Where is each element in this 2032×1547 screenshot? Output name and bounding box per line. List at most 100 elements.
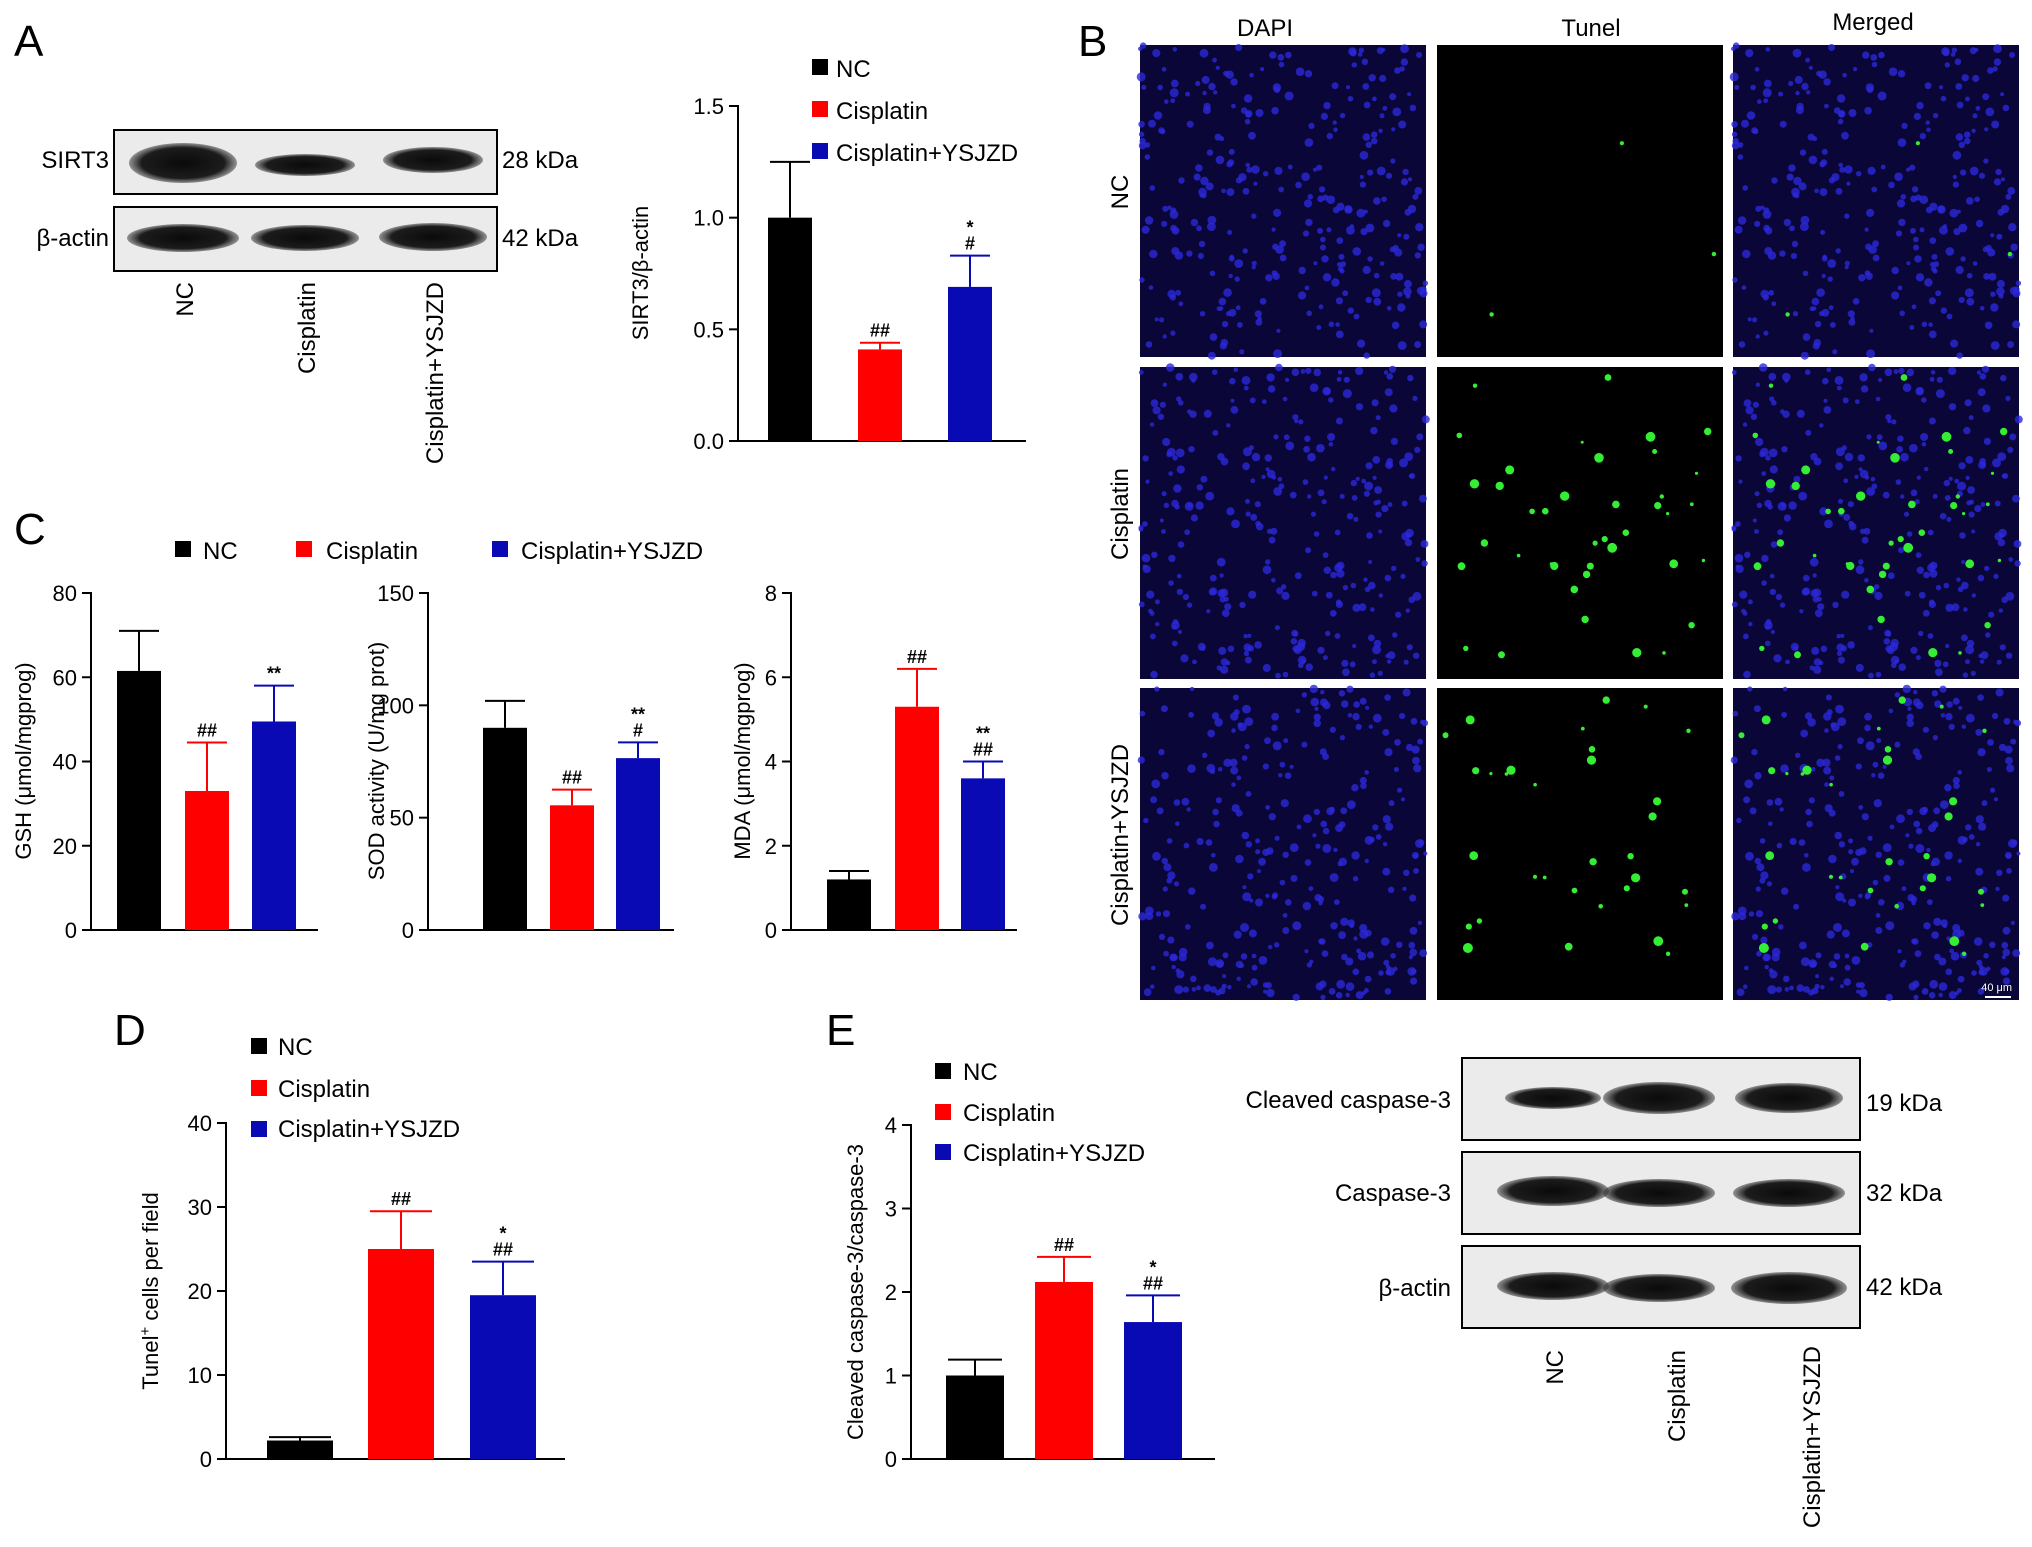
nucleus-dot bbox=[1893, 369, 1899, 374]
nucleus-dot bbox=[1958, 705, 1963, 710]
nucleus-dot bbox=[1268, 944, 1273, 950]
nucleus-dot bbox=[1280, 799, 1289, 808]
nucleus-dot bbox=[1417, 920, 1422, 925]
nucleus-dot bbox=[1918, 591, 1926, 599]
nucleus-dot bbox=[1264, 454, 1272, 462]
blot-band bbox=[1603, 1082, 1715, 1114]
tunel-dot bbox=[1631, 873, 1641, 883]
tunel-dot bbox=[1915, 141, 1920, 146]
legend-e-nc-swatch bbox=[935, 1063, 951, 1079]
nucleus-dot bbox=[1262, 982, 1269, 988]
nucleus-dot bbox=[1239, 349, 1245, 355]
nucleus-dot bbox=[1900, 452, 1909, 462]
nucleus-dot bbox=[1991, 120, 2000, 129]
nucleus-dot bbox=[2008, 557, 2014, 562]
nucleus-dot bbox=[1380, 937, 1390, 946]
nucleus-dot bbox=[1138, 370, 1144, 375]
nucleus-dot bbox=[1898, 663, 1906, 671]
nucleus-dot bbox=[1317, 895, 1325, 903]
nucleus-dot bbox=[1220, 665, 1229, 674]
nucleus-dot bbox=[1242, 462, 1250, 471]
nucleus-dot bbox=[2005, 756, 2013, 765]
nucleus-dot bbox=[1313, 531, 1320, 537]
nucleus-dot bbox=[1732, 710, 1739, 717]
nucleus-dot bbox=[1228, 148, 1235, 155]
nucleus-dot bbox=[1835, 462, 1843, 471]
nucleus-dot bbox=[1196, 484, 1203, 491]
tunel-dot bbox=[1465, 923, 1472, 930]
nucleus-dot bbox=[1162, 382, 1168, 387]
nucleus-dot bbox=[1138, 131, 1145, 137]
nucleus-dot bbox=[1949, 948, 1954, 954]
nucleus-dot bbox=[1384, 388, 1393, 397]
nucleus-dot bbox=[1205, 491, 1215, 501]
nucleus-dot bbox=[1938, 982, 1948, 991]
y-tick-label: 1 bbox=[885, 1364, 897, 1389]
y-tick-label: 0 bbox=[402, 918, 414, 943]
blot-band bbox=[251, 225, 359, 251]
nucleus-dot bbox=[1946, 701, 1953, 708]
nucleus-dot bbox=[1241, 376, 1251, 385]
nucleus-dot bbox=[1941, 47, 1950, 56]
nucleus-dot bbox=[1908, 843, 1914, 849]
nucleus-dot bbox=[1743, 399, 1752, 407]
nucleus-dot bbox=[1295, 67, 1305, 76]
nucleus-dot bbox=[1242, 187, 1250, 195]
nucleus-dot bbox=[1247, 645, 1254, 652]
nucleus-dot bbox=[1163, 502, 1170, 508]
nucleus-dot bbox=[1874, 584, 1880, 590]
blot-e-lane-label: Cisplatin+YSJZD bbox=[1799, 1346, 1826, 1528]
nucleus-dot bbox=[1358, 603, 1367, 612]
nucleus-dot bbox=[1819, 423, 1824, 428]
nucleus-dot bbox=[1218, 646, 1227, 655]
nucleus-dot bbox=[1231, 804, 1240, 813]
nucleus-dot bbox=[1421, 719, 1429, 727]
nucleus-dot bbox=[1168, 554, 1176, 563]
tunel-dot bbox=[1800, 772, 1805, 776]
nucleus-dot bbox=[1834, 755, 1841, 761]
nucleus-dot bbox=[1408, 941, 1416, 949]
nucleus-dot bbox=[1751, 127, 1758, 134]
nucleus-dot bbox=[1144, 906, 1154, 916]
tunel-dot bbox=[1645, 431, 1656, 442]
nucleus-dot bbox=[1274, 942, 1280, 948]
nucleus-dot bbox=[1996, 869, 2003, 876]
legend-a-cisplatin-swatch bbox=[812, 101, 828, 117]
nucleus-dot bbox=[1202, 752, 1208, 758]
nucleus-dot bbox=[1788, 164, 1796, 172]
nucleus-dot bbox=[1400, 44, 1409, 54]
nucleus-dot bbox=[1855, 763, 1862, 770]
nucleus-dot bbox=[2016, 851, 2021, 856]
nucleus-dot bbox=[1340, 807, 1348, 815]
tunel-dot bbox=[1607, 542, 1618, 553]
nucleus-dot bbox=[1317, 227, 1323, 234]
micro-b-column-title: DAPI bbox=[1237, 15, 1293, 42]
blot-a-lane-label: NC bbox=[172, 282, 199, 317]
legend-a-cisplatin-label: Cisplatin bbox=[836, 98, 928, 125]
nucleus-dot bbox=[1364, 929, 1372, 937]
nucleus-dot bbox=[1976, 370, 1982, 375]
nucleus-dot bbox=[1323, 387, 1331, 395]
nucleus-dot bbox=[1871, 61, 1878, 68]
nucleus-dot bbox=[1795, 90, 1800, 96]
nucleus-dot bbox=[1940, 713, 1946, 718]
nucleus-dot bbox=[1899, 310, 1905, 317]
nucleus-dot bbox=[1867, 625, 1873, 631]
nucleus-dot bbox=[1918, 630, 1924, 637]
nucleus-dot bbox=[1950, 339, 1959, 348]
nucleus-dot bbox=[1836, 94, 1846, 103]
nucleus-dot bbox=[1964, 399, 1972, 407]
nucleus-dot bbox=[1957, 858, 1962, 864]
nucleus-dot bbox=[1754, 529, 1759, 534]
nucleus-dot bbox=[1977, 988, 1985, 995]
nucleus-dot bbox=[1861, 813, 1869, 821]
nucleus-dot bbox=[1329, 873, 1339, 882]
nucleus-dot bbox=[1979, 306, 1985, 311]
tunel-dot bbox=[1704, 427, 1712, 436]
nucleus-dot bbox=[1178, 177, 1185, 184]
nucleus-dot bbox=[1924, 278, 1933, 287]
nucleus-dot bbox=[1270, 527, 1278, 535]
tunel-dot bbox=[1888, 540, 1894, 546]
nucleus-dot bbox=[1948, 403, 1957, 411]
nucleus-dot bbox=[1342, 290, 1349, 297]
